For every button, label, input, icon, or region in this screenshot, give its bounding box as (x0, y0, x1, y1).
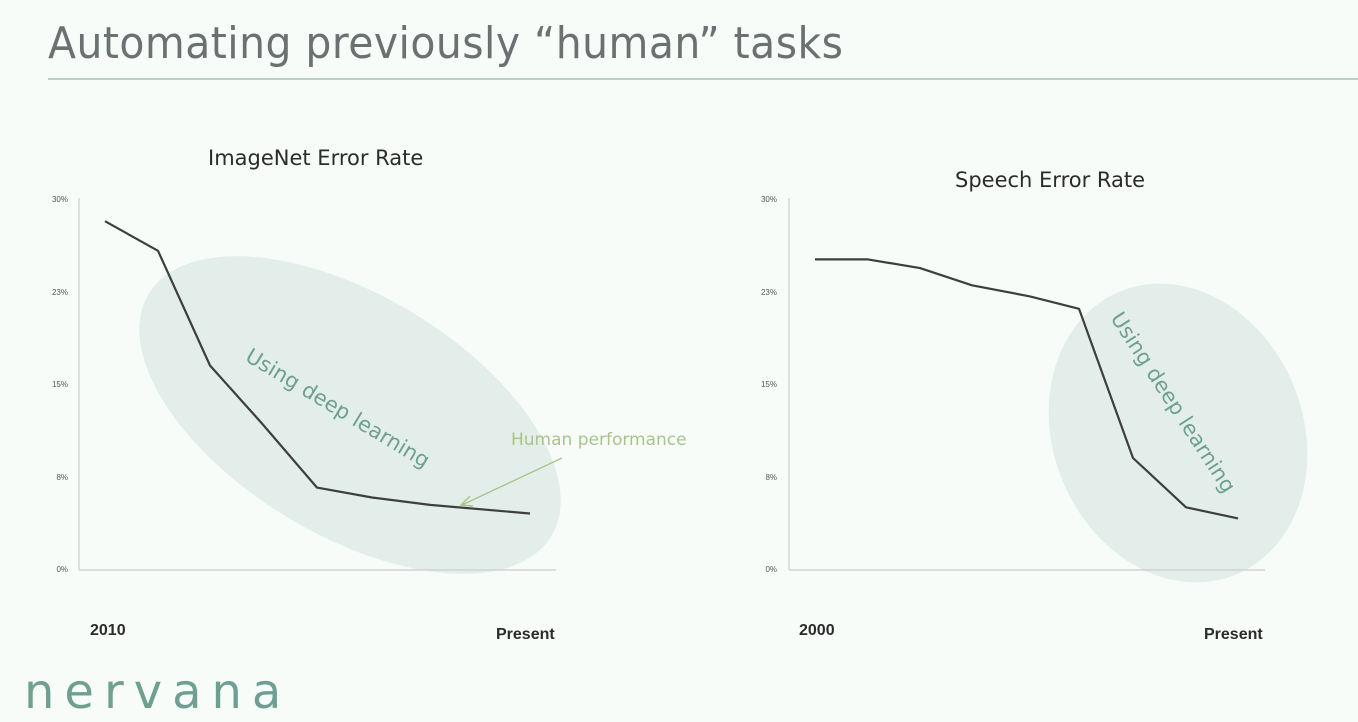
y-tick: 8% (56, 473, 68, 482)
speech-deep-learning-highlight (1048, 283, 1308, 583)
y-tick: 0% (56, 565, 68, 574)
y-tick: 15% (761, 380, 777, 389)
imagenet-chart-title: ImageNet Error Rate (208, 146, 424, 170)
speech-x-start-label: 2000 (799, 622, 835, 639)
speech-y-ticks: 30% 23% 15% 8% 0% (761, 195, 777, 574)
imagenet-x-start-label: 2010 (90, 622, 126, 639)
y-tick: 15% (52, 380, 68, 389)
imagenet-chart: 30% 23% 15% 8% 0% Using deep learning Hu… (52, 195, 687, 574)
human-performance-annotation: Human performance (459, 430, 687, 507)
imagenet-deep-learning-highlight (139, 256, 561, 574)
arrow-head-icon (459, 495, 474, 507)
human-performance-label: Human performance (511, 430, 687, 450)
speech-chart-title: Speech Error Rate (955, 168, 1146, 192)
y-tick: 8% (765, 473, 777, 482)
y-tick: 23% (761, 288, 777, 297)
speech-error-line (815, 258, 1239, 520)
speech-x-end-label: Present (1204, 626, 1263, 643)
y-tick: 30% (761, 195, 777, 204)
y-tick: 23% (52, 288, 68, 297)
speech-chart: 30% 23% 15% 8% 0% Using deep learning (761, 195, 1308, 583)
slide-title: Automating previously “human” tasks (48, 18, 844, 69)
imagenet-x-end-label: Present (496, 626, 555, 643)
imagenet-error-line (104, 220, 531, 515)
y-tick: 0% (765, 565, 777, 574)
y-tick: 30% (52, 195, 68, 204)
imagenet-y-ticks: 30% 23% 15% 8% 0% (52, 195, 68, 574)
title-divider (48, 78, 1358, 80)
human-performance-arrow (461, 457, 563, 506)
nervana-logo: nervana (24, 664, 292, 720)
